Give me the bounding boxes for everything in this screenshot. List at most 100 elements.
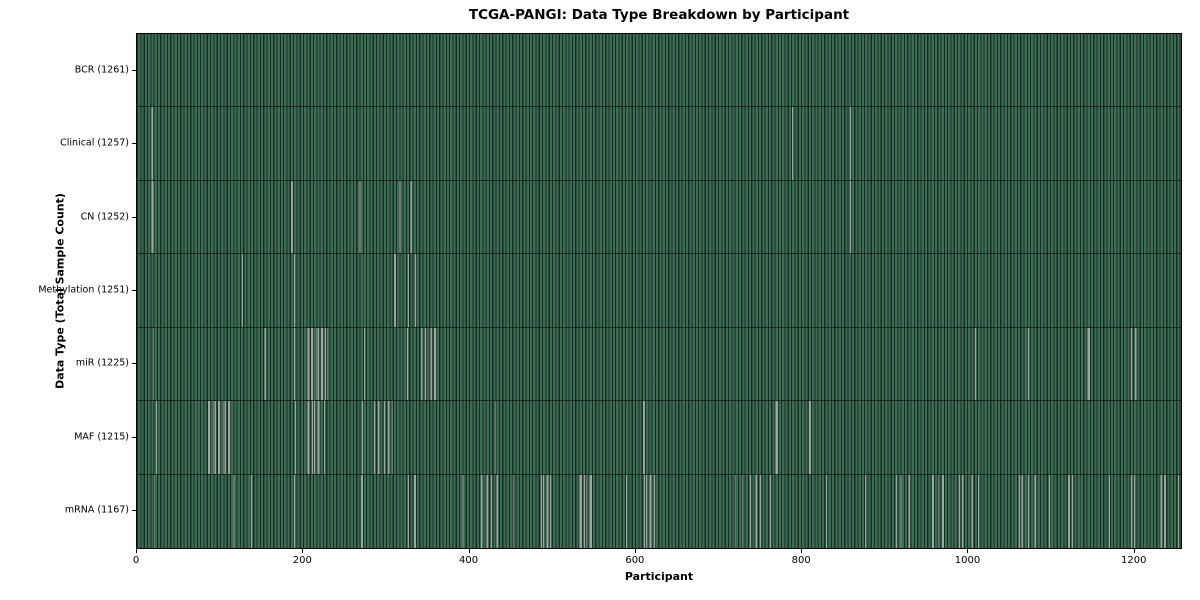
absent-mark [589, 474, 592, 548]
absent-mark [900, 474, 903, 548]
absent-mark [151, 180, 154, 254]
absent-mark [546, 474, 549, 548]
y-tick-label-BCR: BCR (1261) [74, 64, 129, 76]
heatmap-row-mRNA [137, 474, 1181, 548]
absent-mark [977, 474, 980, 548]
x-tick-label-1000: 1000 [954, 555, 981, 566]
absent-mark [1036, 474, 1039, 548]
absent-mark [241, 254, 244, 327]
y-tick-label-mRNA: mRNA (1167) [64, 504, 129, 516]
absent-mark [291, 180, 293, 254]
absent-mark [293, 474, 295, 548]
absent-mark [414, 474, 416, 548]
absent-mark [213, 401, 216, 474]
y-tick-label-MAF: MAF (1215) [74, 431, 129, 443]
absent-mark [849, 107, 852, 180]
heatmap-row-Clinical [137, 107, 1181, 181]
absent-mark [1049, 474, 1051, 548]
absent-mark [1034, 474, 1036, 548]
y-tick-mark [132, 510, 136, 512]
absent-mark [864, 474, 867, 548]
absent-mark [311, 327, 314, 401]
absent-mark [410, 180, 412, 254]
absent-mark [1135, 327, 1137, 401]
absent-mark [1164, 474, 1167, 548]
absent-mark [361, 401, 364, 474]
absent-mark [156, 401, 158, 474]
absent-mark [415, 254, 417, 327]
absent-mark [307, 327, 310, 401]
absent-mark [1026, 474, 1030, 548]
absent-mark [1160, 474, 1162, 548]
absent-mark [1079, 474, 1082, 548]
absent-mark [932, 474, 934, 548]
x-tick-label-200: 200 [292, 555, 312, 566]
y-tick-label-miR: miR (1225) [75, 357, 129, 369]
absent-mark [937, 474, 939, 548]
y-tick-mark [132, 436, 136, 438]
absent-mark [941, 474, 944, 548]
absent-mark [649, 474, 652, 548]
absent-mark [495, 474, 498, 548]
absent-mark [405, 327, 408, 401]
absent-mark [153, 474, 156, 548]
absent-mark [750, 474, 752, 548]
absent-mark [808, 401, 811, 474]
absent-mark [760, 474, 762, 548]
absent-mark [490, 474, 494, 548]
y-tick-mark [132, 143, 136, 145]
absent-mark [407, 254, 410, 327]
y-tick-label-Methylation: Methylation (1251) [38, 284, 129, 296]
x-tick-label-0: 0 [132, 555, 140, 566]
absent-mark [208, 401, 211, 474]
absent-mark [958, 474, 961, 548]
x-tick-label-600: 600 [625, 555, 645, 566]
y-tick-label-CN: CN (1252) [80, 211, 129, 223]
absent-mark [372, 401, 376, 474]
absent-mark [316, 327, 319, 401]
absent-mark [294, 401, 297, 474]
absent-mark [480, 474, 484, 548]
absent-mark [849, 180, 852, 254]
absent-mark [1177, 474, 1180, 548]
absent-mark [770, 474, 772, 548]
absent-mark [218, 401, 221, 474]
absent-mark [420, 327, 424, 401]
absent-mark [391, 401, 394, 474]
absent-mark [434, 327, 437, 401]
absent-mark [1130, 327, 1133, 401]
absent-mark [387, 401, 391, 474]
absent-mark [1130, 474, 1133, 548]
heatmap-row-MAF [137, 401, 1181, 475]
absent-mark [233, 474, 235, 548]
absent-mark [361, 474, 363, 548]
absent-mark [512, 474, 514, 548]
absent-mark [775, 401, 778, 474]
absent-mark [359, 180, 362, 254]
absent-mark [382, 401, 386, 474]
absent-mark [971, 474, 973, 548]
absent-mark [407, 474, 410, 548]
absent-mark [953, 474, 956, 548]
x-tick-label-1200: 1200 [1121, 555, 1147, 566]
absent-mark [961, 474, 964, 548]
absent-mark [363, 327, 366, 401]
absent-mark [973, 327, 976, 401]
absent-mark [895, 474, 898, 548]
absent-mark [151, 107, 153, 180]
absent-mark [323, 401, 326, 474]
absent-mark [293, 254, 295, 327]
x-tick-mark [967, 549, 969, 553]
absent-mark [485, 474, 489, 548]
absent-mark [325, 327, 328, 401]
absent-mark [394, 254, 396, 327]
absent-mark [307, 401, 310, 474]
heatmap-row-CN [137, 180, 1181, 255]
y-tick-mark [132, 69, 136, 71]
chart-title: TCGA-PANGI: Data Type Breakdown by Parti… [468, 7, 850, 23]
x-tick-mark [136, 549, 137, 553]
x-tick-label-800: 800 [791, 555, 811, 566]
absent-mark [907, 474, 910, 548]
absent-mark [625, 474, 628, 548]
